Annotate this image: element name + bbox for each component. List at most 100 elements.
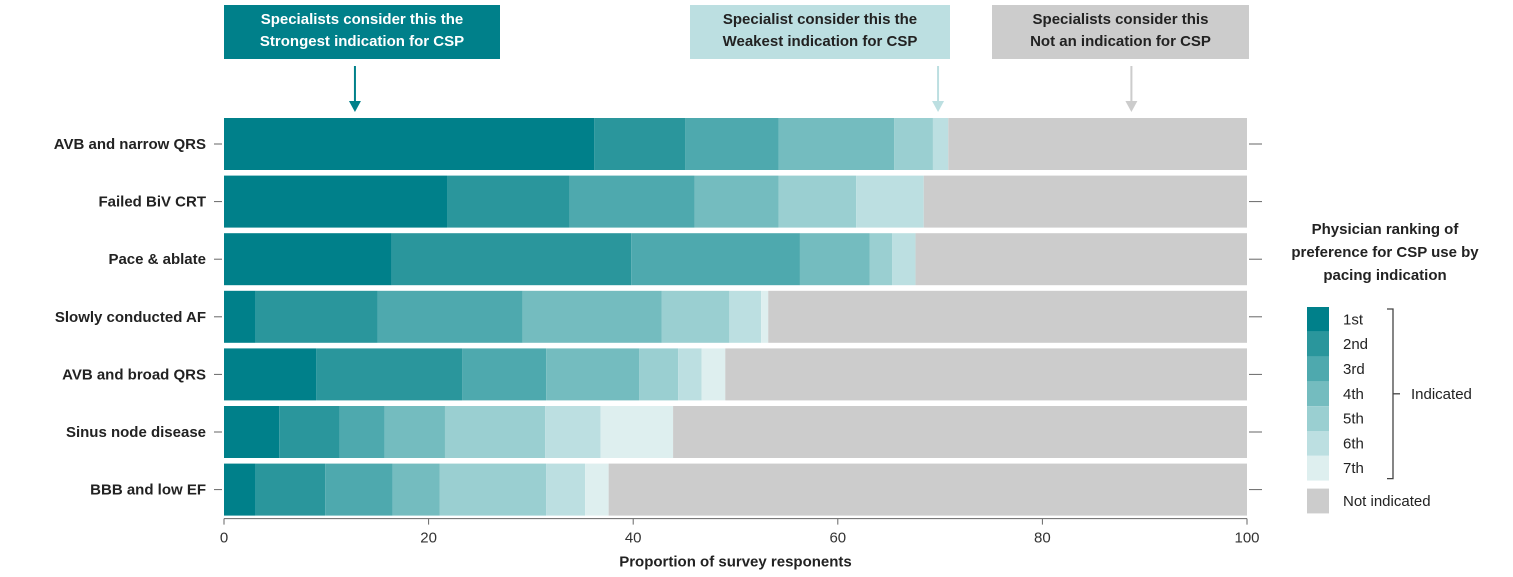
annotation-text: Specialist consider this the [723, 11, 917, 28]
bar-segment [600, 406, 674, 458]
bar-segment [255, 290, 378, 343]
x-tick-label: 100 [1234, 530, 1259, 547]
bar-segment [894, 118, 933, 170]
bar-segment [377, 290, 523, 343]
bar-segment [392, 463, 440, 516]
bar-segment [892, 233, 916, 286]
legend-swatch [1307, 331, 1329, 357]
legend-swatch [1307, 406, 1329, 431]
bar-segment [678, 348, 702, 401]
bar-segment [384, 406, 445, 458]
legend-label: 6th [1343, 435, 1364, 452]
legend-label: 2nd [1343, 336, 1368, 353]
bar-segment [439, 463, 547, 516]
bar-segment [768, 290, 1247, 343]
bar-segment [799, 233, 870, 286]
bar-segment [729, 290, 762, 343]
category-label: Failed BiV CRT [98, 194, 206, 211]
bar-segment [569, 175, 695, 228]
bar-segment [948, 118, 1247, 170]
annotation-callout: Specialist consider this the Weakest indi… [690, 5, 950, 112]
legend-bracket [1387, 308, 1394, 480]
category-label: AVB and narrow QRS [54, 136, 206, 153]
annotation-text: Not an indication for CSP [1030, 33, 1211, 50]
bar-segment [224, 233, 392, 286]
annotation-arrow-head [348, 101, 361, 112]
annotation-arrow-head [1125, 101, 1138, 112]
bar-segment [255, 463, 326, 516]
annotation-callout: Specialists consider this the Strongest i… [224, 5, 500, 112]
category-label: Slowly conducted AF [55, 309, 206, 326]
bar-segment [522, 290, 662, 343]
legend-title: preference for CSP use by [1291, 244, 1479, 261]
bar-segment [224, 406, 280, 458]
legend-swatch [1307, 431, 1329, 456]
right-ticks [1249, 143, 1262, 491]
bar-segment [279, 406, 340, 458]
bar-segment [585, 463, 609, 516]
category-labels: AVB and narrow QRS Failed BiV CRT Pace & a… [54, 136, 222, 499]
bar-segment [316, 348, 463, 401]
bar-segment [462, 348, 547, 401]
bar-segment [761, 290, 769, 343]
x-tick-label: 0 [220, 530, 228, 547]
annotation-box [690, 5, 950, 59]
bar-segment [444, 406, 546, 458]
legend-swatch [1307, 307, 1329, 332]
legend-label: Not indicated [1343, 493, 1431, 510]
bar-segment [447, 175, 570, 228]
bar-segment [661, 290, 730, 343]
annotation-box [224, 5, 500, 59]
legend-swatch [1307, 488, 1329, 514]
bar-segment [932, 118, 949, 170]
annotation-text: Strongest indication for CSP [260, 33, 464, 50]
legend-label: 5th [1343, 411, 1364, 428]
bar-segment [725, 348, 1247, 401]
annotation-text: Specialists consider this the [261, 11, 464, 28]
bar-segment [673, 406, 1247, 458]
bar-segment [685, 118, 779, 170]
bar-segment [224, 175, 448, 228]
bar-segment [639, 348, 679, 401]
annotations: Specialists consider this the Strongest i… [224, 5, 1249, 112]
legend-swatch [1307, 381, 1329, 407]
annotation-text: Weakest indication for CSP [723, 33, 918, 50]
x-axis-label: Proportion of survey responents [619, 554, 852, 571]
x-ticks: 0 20 40 60 80 100 [220, 518, 1260, 547]
category-label: BBB and low EF [90, 482, 206, 499]
bar-segment [701, 348, 726, 401]
bar-segment [923, 175, 1247, 228]
bar-segment [391, 233, 632, 286]
bar-segment [224, 348, 317, 401]
annotation-callout: Specialists consider this Not an indicati… [992, 5, 1249, 112]
legend: Physician ranking of preference for CSP u… [1291, 221, 1479, 514]
bar-segment [608, 463, 1247, 516]
legend-label: 4th [1343, 386, 1364, 403]
annotation-text: Specialists consider this [1033, 11, 1209, 28]
legend-swatch [1307, 455, 1329, 481]
legend-swatch [1307, 356, 1329, 382]
legend-label: 3rd [1343, 361, 1365, 378]
bar-segment [325, 463, 393, 516]
legend-label: 7th [1343, 460, 1364, 477]
annotation-box [992, 5, 1249, 59]
category-label: Sinus node disease [66, 424, 206, 441]
legend-label: 1st [1343, 311, 1364, 328]
bar-segment [594, 118, 686, 170]
x-tick-label: 20 [420, 530, 437, 547]
bar-segment [339, 406, 385, 458]
bar-segment [224, 118, 595, 170]
x-tick-label: 40 [625, 530, 642, 547]
bar-segment [546, 463, 586, 516]
x-tick-label: 80 [1034, 530, 1051, 547]
bar-segment [869, 233, 893, 286]
category-label: AVB and broad QRS [62, 366, 206, 383]
bar-segment [631, 233, 800, 286]
legend-title: Physician ranking of [1312, 221, 1460, 238]
bar-segment [856, 175, 924, 228]
x-axis: 0 20 40 60 80 100 Proportion of survey respon… [220, 518, 1260, 571]
bar-segment [546, 348, 640, 401]
bar-segment [224, 463, 256, 516]
category-label: Pace & ablate [108, 251, 206, 268]
